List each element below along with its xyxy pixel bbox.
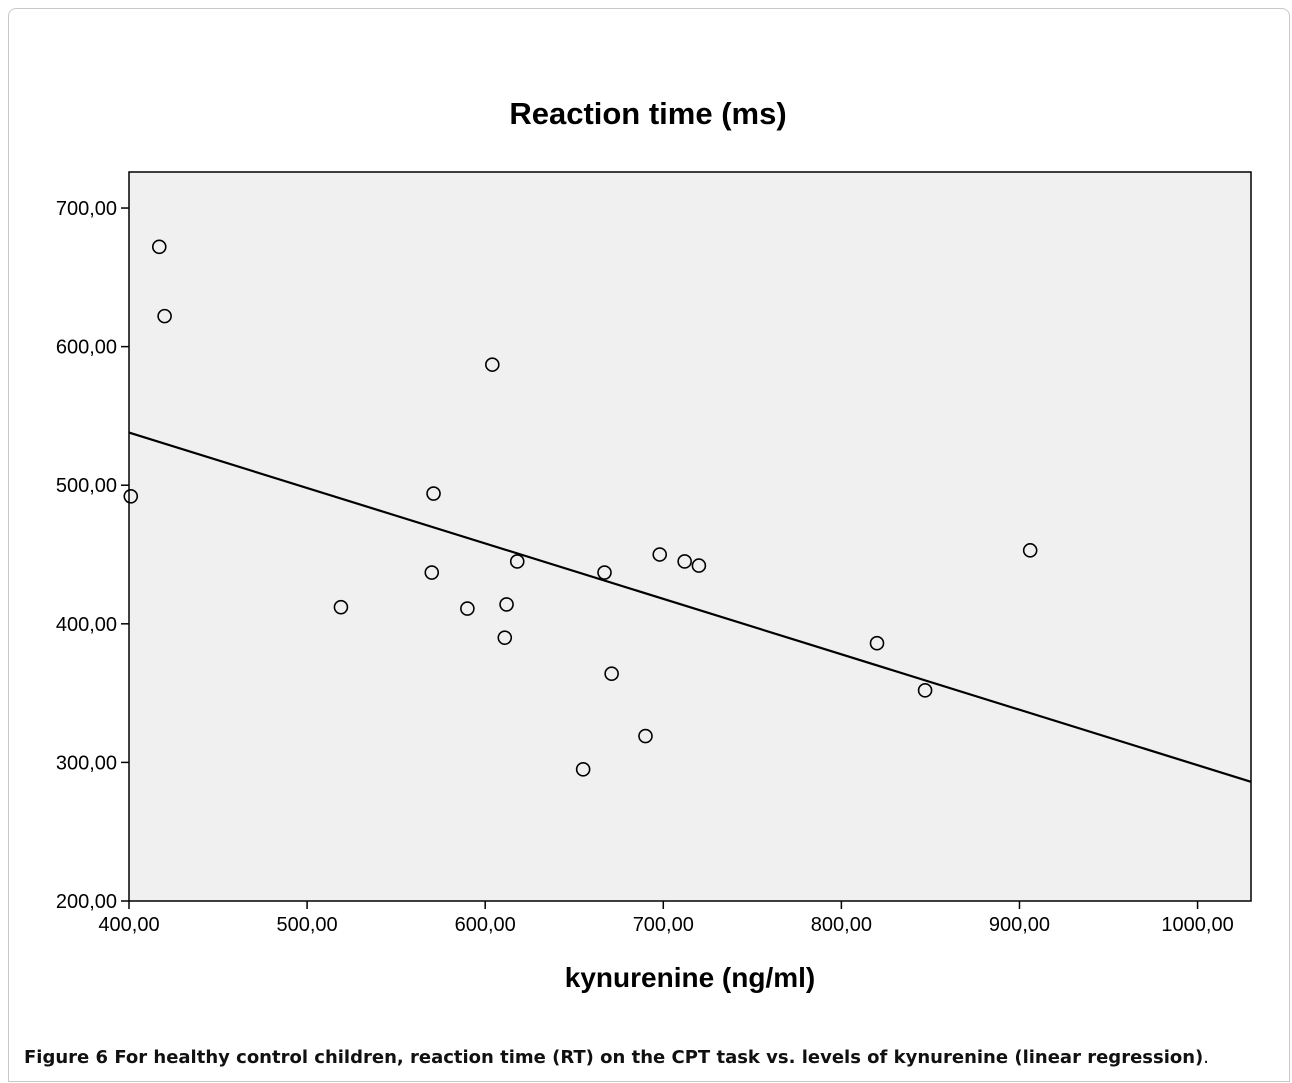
data-point [917,683,933,698]
caption-label: Figure 6 [24,1047,109,1068]
data-point [597,565,612,580]
y-tick-label: 400,00 [56,614,117,636]
y-tick-label: 200,00 [56,891,117,913]
figure-frame [8,8,1290,1082]
data-points [123,239,1038,777]
x-tick-label: 700,00 [633,914,694,936]
plot-area [128,171,1252,902]
x-tick-label: 500,00 [277,914,338,936]
data-point [460,601,475,616]
data-point [575,762,591,777]
x-tick-label: 400,00 [98,914,159,936]
x-axis-label: kynurenine (ng/ml) [565,962,815,993]
regression-line [128,431,1252,783]
x-tick-label: 1000,00 [1161,914,1233,936]
data-point [652,547,668,562]
data-point [1022,543,1038,558]
data-point [677,554,692,569]
chart-title: Reaction time (ms) [509,96,786,131]
data-point [869,635,885,651]
x-axis: 400,00 500,00 600,00 700,00 800,00 900,00 1000… [98,901,1234,936]
data-point [497,630,513,645]
x-tick-label: 900,00 [989,914,1050,936]
data-point [604,666,619,682]
y-tick-label: 700,00 [56,198,117,220]
data-point [424,565,440,580]
data-point [509,554,525,569]
data-point [638,728,653,744]
y-tick-label: 300,00 [56,752,117,774]
data-point [485,357,500,372]
data-point [426,486,441,501]
data-point [499,597,514,612]
data-point [123,489,139,504]
figure-caption: Figure 6 For healthy control children, r… [24,1047,1274,1068]
data-point [691,558,707,573]
data-point [157,308,172,324]
scatter-chart: Reaction time (ms) 200,00 300,00 400,00 500… [56,96,1252,993]
caption-text: For healthy control children, reaction t… [108,1047,1204,1068]
y-tick-label: 500,00 [56,475,117,497]
y-axis: 200,00 300,00 400,00 500,00 600,00 700,00 [56,198,129,913]
x-tick-label: 800,00 [811,914,872,936]
data-point [333,599,349,615]
data-point [151,239,167,255]
regression-line-group [128,431,1252,783]
caption-end: . [1203,1047,1210,1068]
y-tick-label: 600,00 [56,337,117,359]
x-tick-label: 600,00 [455,914,516,936]
